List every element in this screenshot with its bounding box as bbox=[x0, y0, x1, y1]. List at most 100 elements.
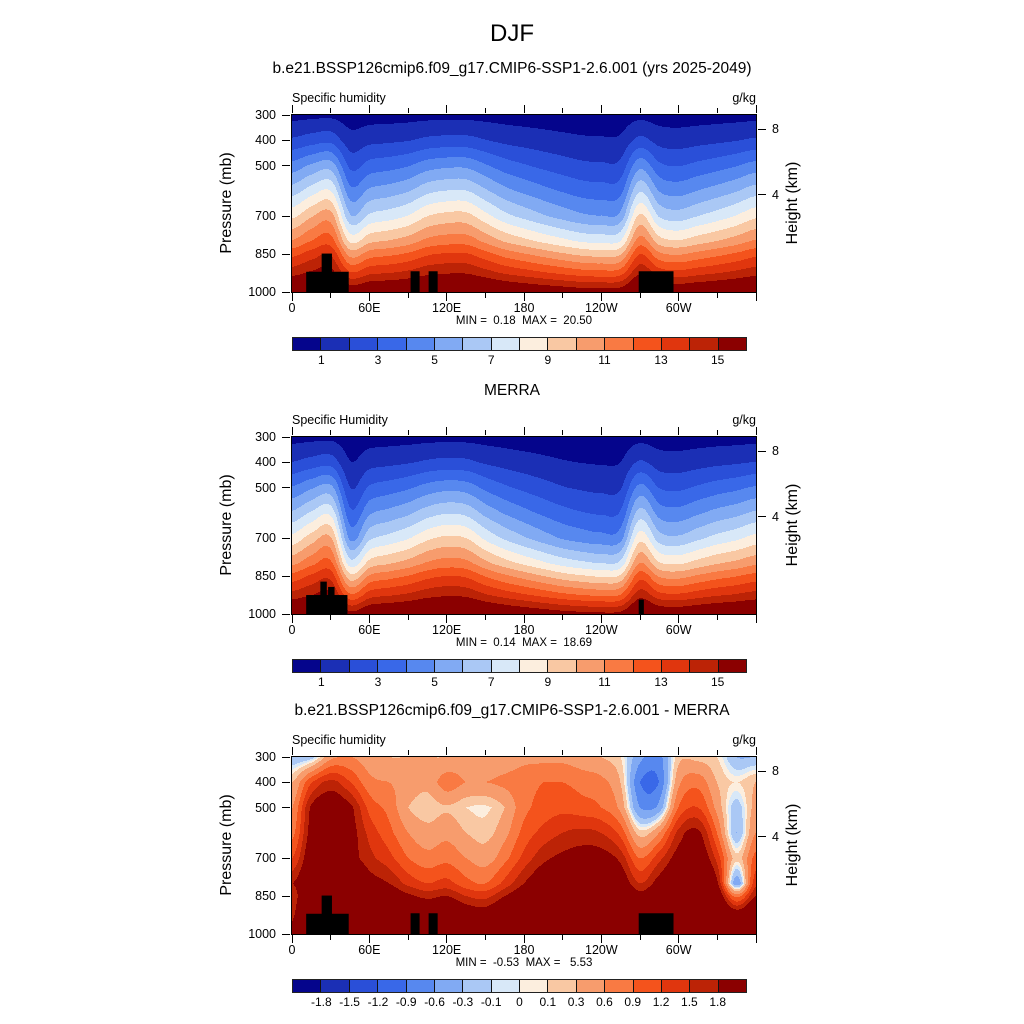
colorbar-cell bbox=[690, 338, 719, 350]
pressure-tick bbox=[282, 781, 290, 783]
colorbar-cell bbox=[378, 338, 407, 350]
colorbar-cell bbox=[605, 660, 634, 672]
x-major-tick-top bbox=[523, 747, 525, 755]
x-minor-tick bbox=[716, 615, 718, 620]
colorbar-tick-label: 15 bbox=[711, 353, 725, 367]
height-axis-label: Height (km) bbox=[784, 161, 801, 245]
x-major-tick-top bbox=[523, 105, 525, 113]
min-max-label: MIN = 0.18 MAX = 20.50 bbox=[455, 315, 593, 327]
x-minor-tick bbox=[716, 293, 718, 298]
panel-title: b.e21.BSSP126cmip6.f09_g17.CMIP6-SSP1-2.… bbox=[272, 60, 752, 77]
pressure-tick-label: 700 bbox=[255, 209, 276, 224]
x-tick-label: 120W bbox=[585, 301, 618, 315]
pressure-tick bbox=[282, 807, 290, 809]
contour-field-canvas bbox=[291, 436, 757, 615]
x-major-tick bbox=[600, 293, 602, 301]
colorbar-cell bbox=[548, 980, 577, 992]
x-tick-label: 180 bbox=[513, 943, 535, 957]
pressure-tick-label: 850 bbox=[255, 247, 276, 262]
colorbar-tick-label: -0.6 bbox=[424, 995, 445, 1009]
height-tick-label: 4 bbox=[772, 187, 779, 202]
colorbar-cell bbox=[434, 980, 464, 992]
pressure-tick bbox=[282, 933, 290, 935]
colorbar-cell bbox=[576, 980, 606, 992]
colorbar-tick-label: 0.9 bbox=[624, 995, 642, 1009]
x-major-tick-top bbox=[368, 747, 370, 755]
x-minor-tick-top bbox=[484, 750, 486, 755]
x-major-tick bbox=[291, 293, 293, 301]
x-minor-tick bbox=[407, 615, 409, 620]
colorbar-cell bbox=[463, 980, 492, 992]
x-major-tick bbox=[678, 293, 680, 301]
colorbar-cell bbox=[548, 660, 577, 672]
x-major-tick bbox=[291, 615, 293, 623]
pressure-tick-label: 1000 bbox=[248, 285, 276, 299]
x-minor-tick bbox=[562, 615, 564, 620]
height-tick-label: 8 bbox=[772, 122, 779, 137]
height-tick bbox=[758, 770, 766, 772]
x-tick-label: 120W bbox=[585, 623, 618, 637]
colorbar-cell bbox=[321, 660, 350, 672]
height-axis-label: Height (km) bbox=[784, 483, 801, 567]
pressure-tick bbox=[282, 291, 290, 293]
colorbar-tick-label: 3 bbox=[374, 353, 382, 367]
height-tick bbox=[758, 450, 766, 452]
colorbar-tick-label: -0.3 bbox=[452, 995, 474, 1009]
x-minor-tick-top bbox=[639, 430, 641, 435]
pressure-tick bbox=[282, 857, 290, 859]
pressure-tick-label: 400 bbox=[255, 775, 276, 790]
pressure-tick-label: 1000 bbox=[248, 607, 276, 621]
colorbar-tick-label: 1.2 bbox=[652, 995, 670, 1009]
x-minor-tick bbox=[716, 935, 718, 940]
pressure-tick-label: 700 bbox=[255, 851, 276, 866]
x-major-tick-top bbox=[755, 427, 757, 435]
x-minor-tick bbox=[407, 935, 409, 940]
colorbar-cell bbox=[718, 980, 746, 992]
colorbar-cell bbox=[520, 660, 549, 672]
colorbar-tick-label: 0 bbox=[516, 995, 523, 1009]
panel-title: b.e21.BSSP126cmip6.f09_g17.CMIP6-SSP1-2.… bbox=[294, 702, 730, 719]
colorbar-cell bbox=[520, 980, 549, 992]
height-tick-label: 4 bbox=[772, 509, 779, 524]
x-major-tick bbox=[678, 935, 680, 943]
x-major-tick bbox=[291, 935, 293, 943]
x-minor-tick bbox=[639, 935, 641, 940]
height-tick-label: 8 bbox=[772, 444, 779, 459]
colorbar-cell bbox=[548, 338, 577, 350]
colorbar-cell bbox=[321, 338, 350, 350]
colorbar-cell bbox=[406, 660, 435, 672]
x-major-tick-top bbox=[368, 105, 370, 113]
pressure-tick bbox=[282, 436, 290, 438]
colorbar-tick-label: 0.3 bbox=[567, 995, 585, 1009]
field-label: Specific Humidity bbox=[292, 413, 388, 427]
colorbar-cell bbox=[718, 660, 746, 672]
x-minor-tick-top bbox=[716, 430, 718, 435]
x-major-tick bbox=[523, 293, 525, 301]
x-major-tick bbox=[755, 935, 757, 943]
colorbar bbox=[292, 337, 747, 351]
pressure-tick bbox=[282, 215, 290, 217]
pressure-tick bbox=[282, 756, 290, 758]
pressure-tick-label: 500 bbox=[255, 800, 276, 815]
x-major-tick-top bbox=[291, 105, 293, 113]
colorbar-cell bbox=[491, 338, 520, 350]
x-major-tick-top bbox=[600, 105, 602, 113]
pressure-tick bbox=[282, 139, 290, 141]
x-tick-label: 180 bbox=[513, 301, 535, 315]
panel-model: b.e21.BSSP126cmip6.f09_g17.CMIP6-SSP1-2.… bbox=[0, 60, 1024, 372]
panel-difference: b.e21.BSSP126cmip6.f09_g17.CMIP6-SSP1-2.… bbox=[0, 702, 1024, 1014]
x-minor-tick-top bbox=[484, 108, 486, 113]
x-major-tick-top bbox=[600, 747, 602, 755]
pressure-tick-label: 300 bbox=[255, 108, 276, 122]
colorbar bbox=[292, 659, 747, 673]
colorbar-tick-label: 5 bbox=[431, 675, 438, 689]
colorbar-cell bbox=[378, 660, 407, 672]
contour-field-canvas bbox=[291, 114, 757, 293]
x-tick-label: 120E bbox=[432, 623, 462, 637]
colorbar-tick-label: -0.9 bbox=[395, 995, 417, 1009]
height-tick bbox=[758, 128, 766, 130]
pressure-tick bbox=[282, 253, 290, 255]
pressure-tick bbox=[282, 537, 290, 539]
colorbar bbox=[292, 979, 747, 993]
x-minor-tick-top bbox=[330, 430, 332, 435]
